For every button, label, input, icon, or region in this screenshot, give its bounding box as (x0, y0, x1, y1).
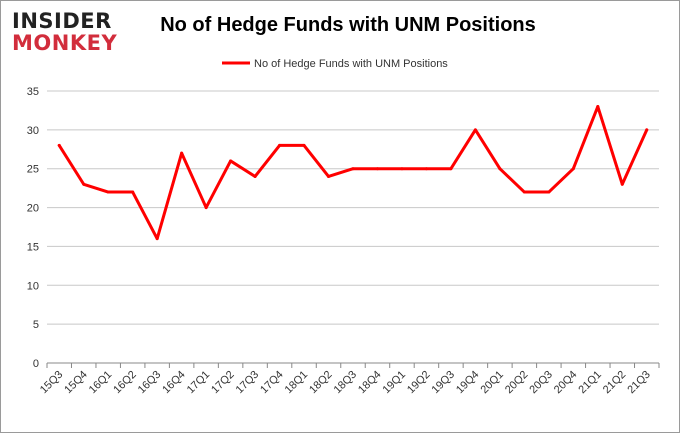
data-point (596, 105, 600, 109)
data-point (375, 167, 379, 171)
x-tick-label: 20Q2 (503, 369, 531, 397)
x-tick-label: 18Q4 (356, 369, 384, 397)
y-tick-label: 20 (27, 203, 39, 215)
x-tick-label: 17Q3 (234, 369, 262, 397)
y-tick-label: 5 (33, 319, 39, 331)
gridlines (47, 90, 659, 325)
data-point (424, 167, 428, 171)
data-point (302, 143, 306, 147)
series-line-0 (57, 105, 649, 241)
x-tick-label: 18Q3 (332, 369, 360, 397)
data-point (620, 182, 624, 186)
y-tick-label: 30 (27, 125, 39, 137)
y-axis-ticks: 0 5 10 15 20 25 30 35 (27, 86, 39, 370)
x-tick-label: 19Q2 (405, 369, 433, 397)
data-point (278, 143, 282, 147)
chart-title: No of Hedge Funds with UNM Positions (160, 14, 536, 36)
data-point (547, 190, 551, 194)
x-tick-label: 19Q3 (430, 369, 458, 397)
x-tick-label: 17Q2 (209, 369, 237, 397)
data-point (155, 237, 159, 241)
x-tick-label: 21Q2 (601, 369, 629, 397)
x-tick-label: 19Q4 (454, 369, 482, 397)
x-tick-label: 15Q3 (38, 369, 66, 397)
data-point (351, 167, 355, 171)
x-axis-ticks: 15Q315Q416Q116Q216Q316Q417Q117Q217Q317Q4… (38, 363, 660, 397)
x-tick-label: 16Q3 (136, 369, 164, 397)
data-point (571, 167, 575, 171)
data-point (57, 143, 61, 147)
x-tick-label: 17Q4 (258, 369, 286, 397)
y-tick-label: 35 (27, 86, 39, 98)
x-tick-label: 21Q1 (576, 369, 604, 397)
insider-monkey-logo: INSIDER MONKEY (12, 10, 128, 56)
data-point (522, 190, 526, 194)
legend: No of Hedge Funds with UNM Positions (222, 58, 448, 70)
logo-line-1: INSIDER (12, 9, 112, 33)
legend-label: No of Hedge Funds with UNM Positions (254, 58, 448, 70)
data-point (327, 174, 331, 178)
x-tick-label: 16Q2 (111, 369, 139, 397)
data-point (204, 206, 208, 210)
series-group (57, 105, 649, 241)
x-tick-label: 17Q1 (185, 369, 213, 397)
y-tick-label: 0 (33, 358, 39, 370)
x-tick-label: 20Q1 (478, 369, 506, 397)
y-tick-label: 25 (27, 164, 39, 176)
data-point (449, 167, 453, 171)
data-point (253, 174, 257, 178)
x-tick-label: 20Q4 (552, 369, 580, 397)
x-tick-label: 16Q4 (160, 369, 188, 397)
x-tick-label: 16Q1 (87, 369, 115, 397)
logo-line-2: MONKEY (12, 31, 118, 55)
x-tick-label: 15Q4 (62, 369, 90, 397)
y-tick-label: 15 (27, 241, 39, 253)
data-point (400, 167, 404, 171)
data-point (498, 167, 502, 171)
x-tick-label: 21Q3 (625, 369, 653, 397)
data-point (82, 182, 86, 186)
data-point (180, 151, 184, 155)
y-tick-label: 10 (27, 280, 39, 292)
x-tick-label: 18Q1 (283, 369, 311, 397)
data-point (229, 159, 233, 163)
x-tick-label: 19Q1 (381, 369, 409, 397)
data-point (131, 190, 135, 194)
data-point (106, 190, 110, 194)
data-point (645, 128, 649, 132)
x-tick-label: 20Q3 (527, 369, 555, 397)
data-point (473, 128, 477, 132)
x-tick-label: 18Q2 (307, 369, 335, 397)
